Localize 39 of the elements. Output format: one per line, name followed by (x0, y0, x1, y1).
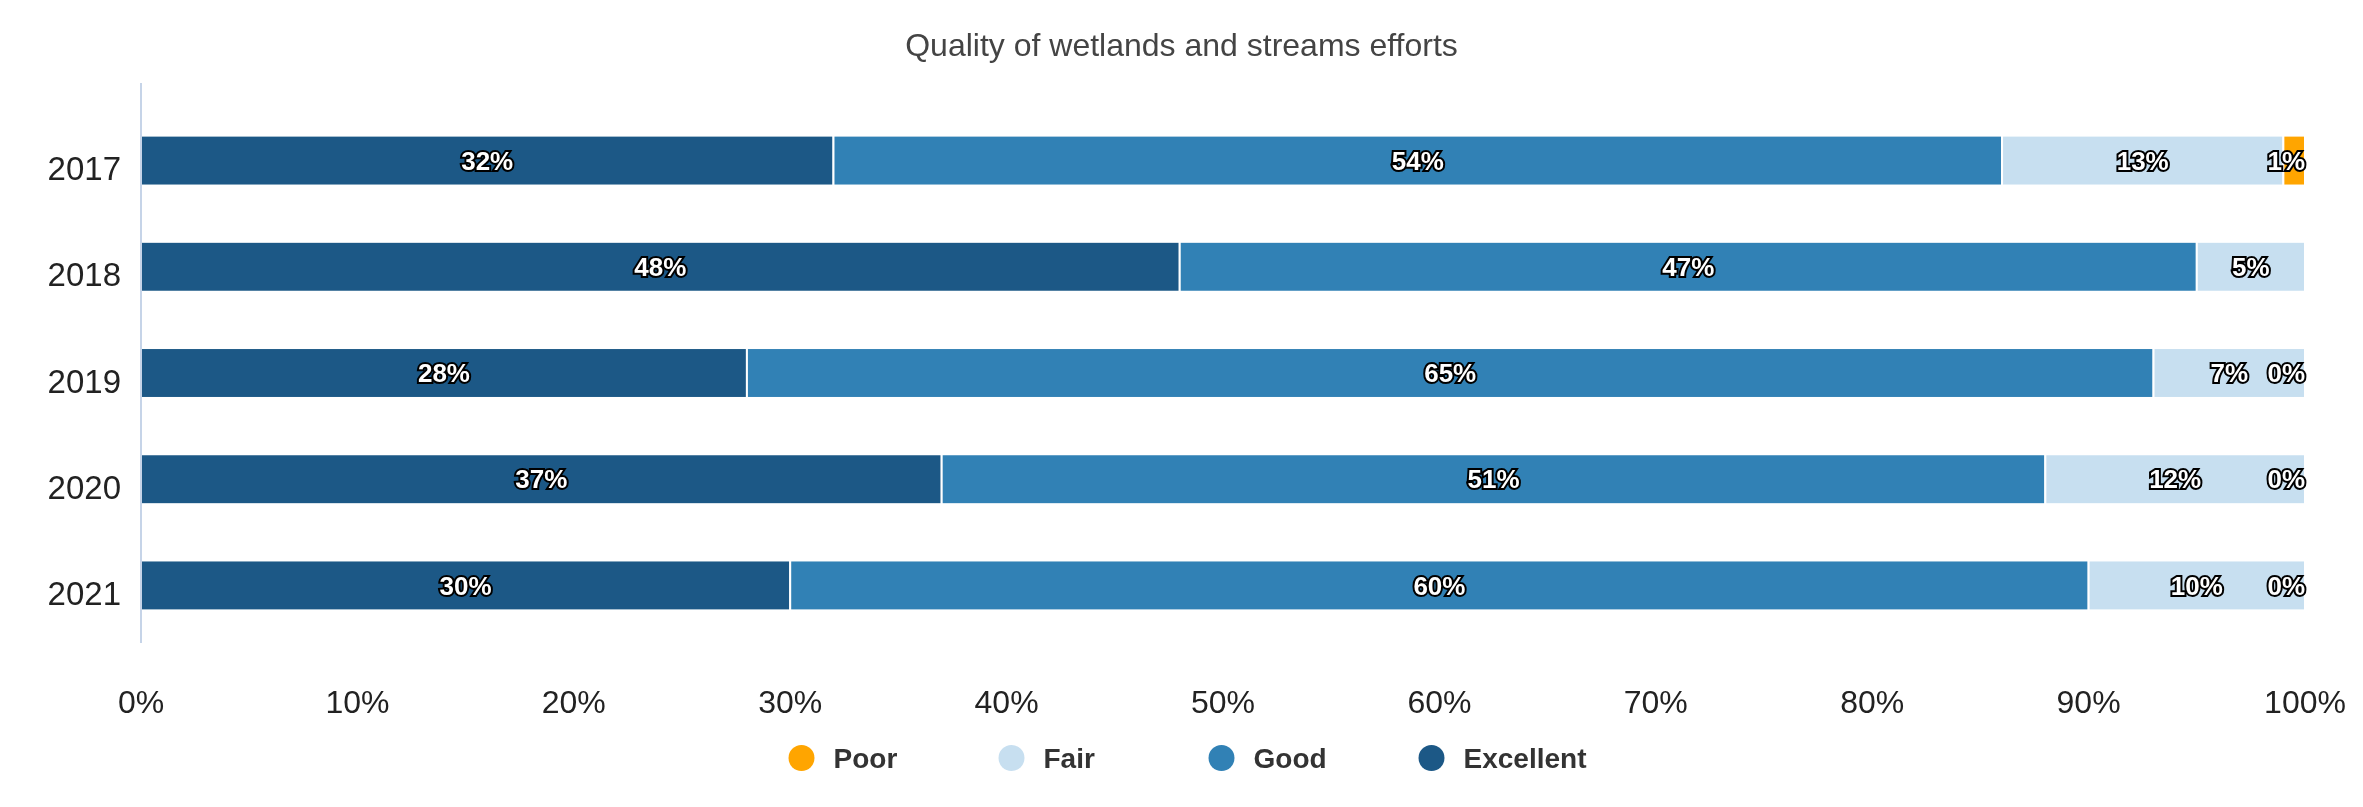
legend-label: Excellent (1463, 742, 1587, 774)
data-label: 28% (417, 358, 470, 389)
data-label: 60% (1413, 570, 1466, 601)
y-tick-label: 2018 (47, 256, 121, 294)
x-tick-label: 10% (325, 684, 390, 720)
data-label: 5% (2232, 251, 2270, 282)
legend-label: Good (1253, 742, 1327, 774)
data-label: 37% (515, 464, 568, 495)
x-tick-label: 60% (1407, 684, 1472, 720)
legend-label: Fair (1043, 742, 1095, 774)
x-tick-label: 30% (758, 684, 823, 720)
data-label: 0% (2267, 464, 2305, 495)
data-label: 65% (1424, 358, 1477, 389)
x-tick-label: 100% (2264, 684, 2346, 720)
data-label: 12% (2149, 464, 2202, 495)
data-label: 13% (2116, 145, 2169, 176)
data-label: 47% (1662, 251, 1715, 282)
data-label: 0% (2267, 570, 2305, 601)
data-label: 7% (2210, 358, 2249, 389)
x-tick-label: 90% (2056, 684, 2121, 720)
data-label: 51% (1467, 464, 1520, 495)
x-tick-label: 0% (117, 684, 165, 720)
x-tick-label: 50% (1190, 684, 1256, 720)
y-tick-label: 2021 (47, 574, 121, 612)
data-label: 48% (634, 251, 687, 282)
legend-label: Poor (833, 742, 898, 774)
data-label: 32% (461, 145, 514, 176)
data-label: 0% (2267, 358, 2305, 389)
x-tick-label: 20% (541, 684, 606, 720)
x-tick-label: 80% (1840, 684, 1905, 720)
x-tick-label: 40% (974, 684, 1039, 720)
x-tick-label: 70% (1623, 684, 1688, 720)
data-label: 10% (2170, 570, 2223, 601)
data-label: 30% (439, 570, 492, 601)
y-tick-label: 2020 (47, 468, 121, 506)
y-tick-label: 2017 (47, 150, 121, 188)
y-tick-label: 2019 (47, 362, 121, 400)
chart-title: Quality of wetlands and streams efforts (905, 27, 1458, 63)
data-label: 54% (1391, 145, 1444, 176)
